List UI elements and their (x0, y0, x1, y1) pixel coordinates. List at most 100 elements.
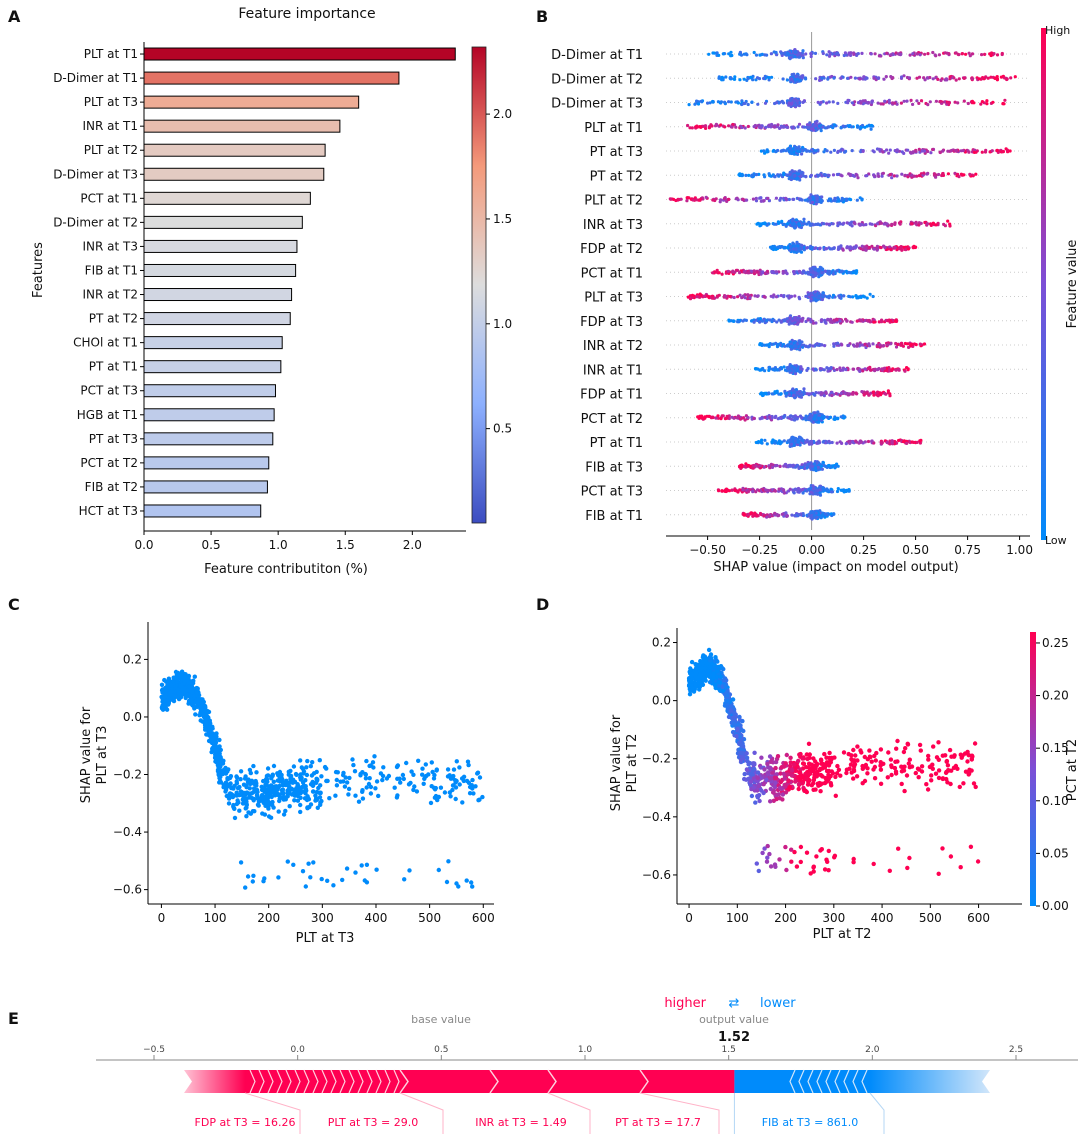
chart-b-point (889, 247, 893, 251)
chart-b-point (791, 488, 795, 493)
chart-b-point (735, 489, 740, 493)
chart-b-point (860, 390, 864, 394)
chart-b-point (842, 221, 846, 225)
chart-b-point (767, 199, 772, 203)
chart-b-point (845, 198, 849, 202)
chart-b-point (671, 197, 676, 201)
chart-b-point (805, 368, 809, 372)
chart-b-feature-label: D-Dimer at T3 (551, 97, 643, 112)
chart-b-point (853, 76, 858, 80)
chart-b-point (784, 196, 788, 200)
chart-a-bar (143, 215, 303, 229)
chart-b-point (1003, 98, 1007, 102)
chart-b-point (1005, 149, 1010, 153)
chart-b-point (806, 149, 810, 153)
chart-b-point (890, 439, 894, 443)
chart-b-point (751, 490, 755, 494)
chart-b-xtick-label: 0.75 (954, 543, 981, 557)
chart-b-point (754, 173, 759, 177)
chart-b-point (831, 295, 835, 299)
chart-b-point (707, 52, 711, 56)
chart-a-bar (143, 480, 268, 494)
chart-b-point (762, 149, 766, 153)
chart-b-point (695, 198, 699, 202)
chart-b-point (720, 414, 724, 418)
chart-b-point (808, 197, 813, 201)
chart-b-point (834, 52, 838, 56)
chart-b-point (828, 294, 832, 298)
chart-b-point (933, 53, 937, 57)
chart-b-point (922, 171, 926, 175)
chart-b-point (934, 99, 939, 103)
chart-b-point (776, 342, 780, 346)
chart-b-point (928, 222, 933, 226)
dependence-point (353, 870, 358, 875)
chart-b-point (854, 440, 859, 444)
chart-b-point (797, 147, 801, 151)
chart-a-colorbar-label: 1.0 (493, 317, 512, 331)
chart-b-point (776, 441, 780, 445)
chart-b-point (839, 173, 843, 177)
chart-b-xtick-label: −0.25 (741, 543, 778, 557)
dependence-ytick-label: −0.4 (113, 825, 142, 839)
chart-b-point (907, 345, 911, 349)
chart-b-point (957, 175, 961, 179)
chart-b-point (695, 295, 699, 299)
chart-b-point (941, 172, 945, 176)
chart-b-point (731, 269, 735, 273)
chart-b-point (742, 52, 746, 56)
chart-b-point (962, 99, 966, 103)
chart-b-point (900, 248, 904, 252)
chart-b-point (816, 440, 820, 444)
chart-a-ytick-label: PLT at T1 (84, 47, 138, 61)
chart-b-point (750, 100, 754, 104)
chart-b-point (966, 101, 970, 106)
chart-a-bar (143, 167, 325, 181)
chart-b-point (814, 222, 818, 226)
chart-b-point (863, 77, 867, 81)
chart-b-feature-label: INR at T1 (583, 363, 643, 378)
chart-b-point (759, 441, 763, 445)
chart-a-ytick-label: D-Dimer at T1 (53, 71, 138, 85)
chart-b-point (931, 147, 935, 152)
dependence-xtick-label: 200 (257, 911, 280, 925)
chart-b-point (688, 126, 692, 130)
chart-b-point (800, 152, 804, 156)
chart-b-point (768, 174, 772, 178)
chart-b-point (961, 149, 965, 153)
chart-b-feature-label: FIB at T3 (585, 460, 643, 475)
chart-a-bar (143, 119, 341, 133)
chart-b-point (758, 196, 762, 200)
chart-b-point (773, 174, 777, 179)
chart-b-point (748, 296, 752, 300)
chart-b-point (761, 393, 765, 397)
chart-b-point (746, 416, 750, 420)
chart-b-point (796, 244, 800, 248)
chart-b-point (740, 125, 744, 130)
chart-b-point (788, 172, 792, 176)
chart-b-point (821, 51, 825, 56)
chart-b-point (747, 173, 751, 177)
chart-b-point (835, 318, 839, 322)
chart-b-point (802, 248, 807, 252)
chart-b-point (917, 75, 922, 79)
chart-b-point (872, 393, 876, 397)
chart-b-point (858, 77, 862, 81)
chart-b-point (885, 222, 889, 226)
chart-b-point (865, 391, 869, 395)
chart-b-point (894, 368, 898, 372)
chart-b-point (751, 197, 756, 201)
chart-b-point (903, 174, 907, 178)
chart-b-point (809, 297, 813, 301)
chart-b-point (809, 268, 813, 272)
chart-b-point (774, 270, 778, 274)
chart-b-point (864, 245, 868, 249)
chart-b-point (886, 318, 890, 322)
chart-b-point (690, 293, 695, 297)
chart-b-point (855, 198, 859, 202)
chart-b-point (784, 149, 788, 153)
chart-b-point (827, 439, 831, 443)
chart-b-point (852, 52, 856, 57)
chart-b-point (831, 272, 836, 276)
